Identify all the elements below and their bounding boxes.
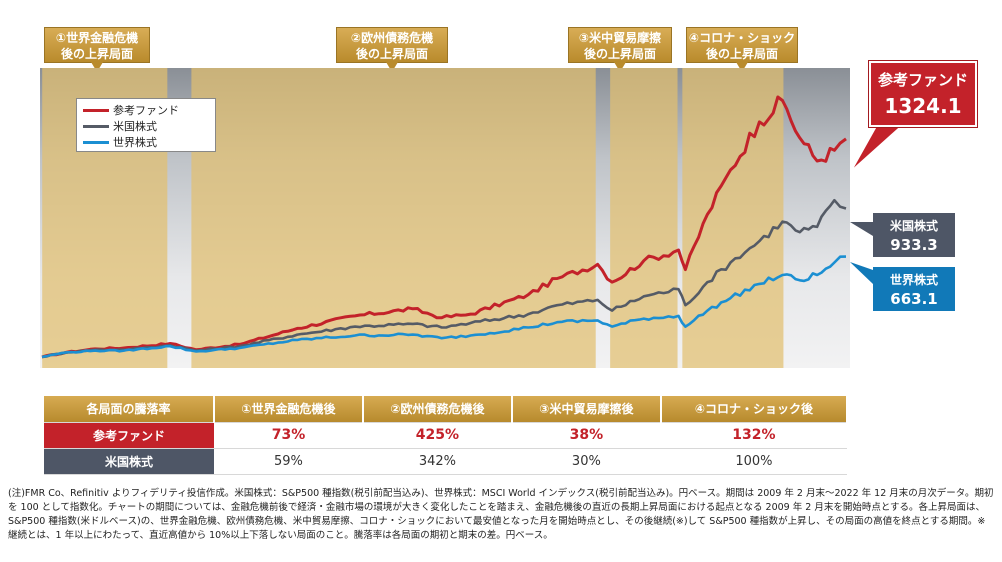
- table-header-row: 各局面の騰落率 ①世界金融危機後 ②欧州債務危機後 ③米中貿易摩擦後 ④コロナ・…: [44, 396, 849, 423]
- legend-label-us: 米国株式: [113, 120, 157, 133]
- phase-label-2: ②欧州債務危機 後の上昇局面: [336, 27, 448, 72]
- callout-world: 世界株式 663.1: [873, 267, 955, 311]
- chart-legend: 参考ファンド 米国株式 世界株式: [76, 98, 216, 152]
- series-line-fund: [41, 95, 847, 359]
- callout-world-value: 663.1: [890, 290, 938, 308]
- table-cell: 132%: [660, 422, 847, 449]
- table-row-fund: 参考ファンド 73% 425% 38% 132%: [44, 422, 847, 449]
- legend-item-us: 米国株式: [83, 118, 209, 134]
- table-header-cell: ④コロナ・ショック後: [660, 396, 849, 423]
- table-header-cell: ③米中貿易摩擦後: [511, 396, 662, 423]
- line-chart: [41, 68, 847, 368]
- phase-band-4: [682, 68, 784, 368]
- callout-us-value: 933.3: [890, 236, 938, 254]
- phase-label-1-line2: 後の上昇局面: [60, 47, 133, 61]
- returns-table: 各局面の騰落率 ①世界金融危機後 ②欧州債務危機後 ③米中貿易摩擦後 ④コロナ・…: [44, 396, 849, 475]
- phase-label-1: ①世界金融危機 後の上昇局面: [44, 27, 150, 72]
- table-cell: 73%: [214, 422, 363, 449]
- legend-item-world: 世界株式: [83, 134, 209, 150]
- callout-pointer-world: [850, 262, 873, 284]
- series-line-world: [41, 255, 847, 359]
- table-header-cell: ①世界金融危機後: [214, 396, 364, 423]
- legend-swatch-fund: [83, 108, 109, 112]
- table-header-cell: 各局面の騰落率: [44, 396, 215, 423]
- table-cell: 59%: [214, 448, 363, 475]
- phase-label-4-line2: 後の上昇局面: [705, 47, 778, 61]
- table-cell: 30%: [511, 448, 661, 475]
- callout-fund-name: 参考ファンド: [877, 71, 968, 89]
- legend-item-fund: 参考ファンド: [83, 102, 209, 118]
- table-row-label: 参考ファンド: [44, 422, 214, 449]
- callout-pointer-us: [850, 222, 873, 236]
- phase-label-3-line1: ③米中貿易摩擦: [578, 31, 662, 45]
- phase-label-1-line1: ①世界金融危機: [55, 31, 139, 45]
- legend-swatch-us: [83, 124, 109, 128]
- phase-label-4-line1: ④コロナ・ショック: [688, 31, 796, 45]
- callout-fund: 参考ファンド 1324.1: [869, 61, 977, 127]
- table-cell: 425%: [362, 422, 512, 449]
- callout-fund-value: 1324.1: [884, 94, 962, 118]
- phase-label-2-line2: 後の上昇局面: [355, 47, 428, 61]
- footnote: (注)FMR Co、Refinitiv よりフィデリティ投信作成。米国株式：S&…: [8, 488, 994, 541]
- table-row-us: 米国株式 59% 342% 30% 100%: [44, 448, 847, 475]
- table-row-label: 米国株式: [44, 448, 214, 475]
- table-cell: 38%: [511, 422, 661, 449]
- callout-pointer-fund: [851, 119, 901, 171]
- phase-label-3-line2: 後の上昇局面: [583, 47, 656, 61]
- legend-label-world: 世界株式: [113, 136, 157, 149]
- callout-world-name: 世界株式: [889, 273, 938, 287]
- callout-us-name: 米国株式: [889, 219, 938, 233]
- phase-band-2: [191, 68, 596, 368]
- phase-label-4: ④コロナ・ショック 後の上昇局面: [686, 27, 798, 72]
- phase-label-3: ③米中貿易摩擦 後の上昇局面: [568, 27, 672, 72]
- table-cell: 342%: [362, 448, 512, 475]
- callout-us: 米国株式 933.3: [873, 213, 955, 257]
- legend-swatch-world: [83, 140, 109, 144]
- table-header-cell: ②欧州債務危機後: [362, 396, 513, 423]
- legend-label-fund: 参考ファンド: [113, 104, 179, 117]
- phase-label-2-line1: ②欧州債務危機: [350, 31, 434, 45]
- table-cell: 100%: [660, 448, 847, 475]
